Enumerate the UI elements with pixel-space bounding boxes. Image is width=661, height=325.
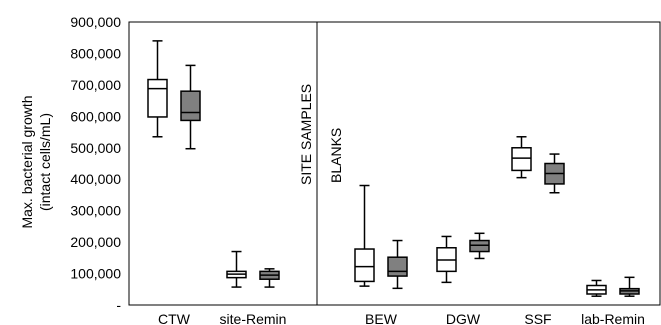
x-tick-label: lab-Remin [581,311,645,325]
box-site-remin-white [226,250,247,288]
box-bew-white [354,184,375,287]
y-tick-label: 700,000 [70,77,121,93]
box-lab-remin-white [586,279,607,297]
y-axis-title-line2: (intact cells/mL) [37,113,53,211]
y-tick-label: 300,000 [70,203,121,219]
y-tick-label: - [116,297,121,313]
y-tick-label: 200,000 [70,234,121,250]
iqr-box [511,147,532,172]
box-lab-remin-grey [619,276,640,297]
x-tick-label: DGW [446,311,481,325]
box-ssf-white [511,136,532,179]
y-tick-label: 400,000 [70,171,121,187]
iqr-box [387,256,408,277]
iqr-box [180,90,201,122]
box-dgw-grey [469,232,490,260]
box-ssf-grey [544,153,565,194]
plot-area-frame [128,21,661,306]
y-axis-title-line1: Max. bacterial growth [19,95,35,228]
box-bew-grey [387,239,408,290]
y-tick-label: 100,000 [70,266,121,282]
iqr-box [469,239,490,253]
iqr-box [147,78,168,118]
y-axis-title: Max. bacterial growth (intact cells/mL) [19,95,53,228]
x-tick-label: site-Remin [220,311,287,325]
box-ctw-grey [180,64,201,150]
y-axis-ticks: - 100,000 200,000 300,000 400,000 500,000 600,… [70,14,121,313]
box-site-remin-grey [259,268,280,288]
x-tick-label: BEW [365,311,398,325]
y-tick-label: 600,000 [70,108,121,124]
site-samples-label: SITE SAMPLES [298,84,314,185]
iqr-box [354,248,375,283]
y-tick-label: 900,000 [70,14,121,30]
box-ctw-white [147,40,168,138]
y-tick-label: 800,000 [70,45,121,61]
y-tick-label: 500,000 [70,140,121,156]
boxes [147,40,640,297]
x-tick-label: CTW [158,311,191,325]
blanks-label: BLANKS [328,128,344,183]
x-tick-label: SSF [524,311,551,325]
box-dgw-white [436,235,457,284]
x-axis-labels: CTW site-Remin BEW DGW SSF lab-Remin [158,311,645,325]
